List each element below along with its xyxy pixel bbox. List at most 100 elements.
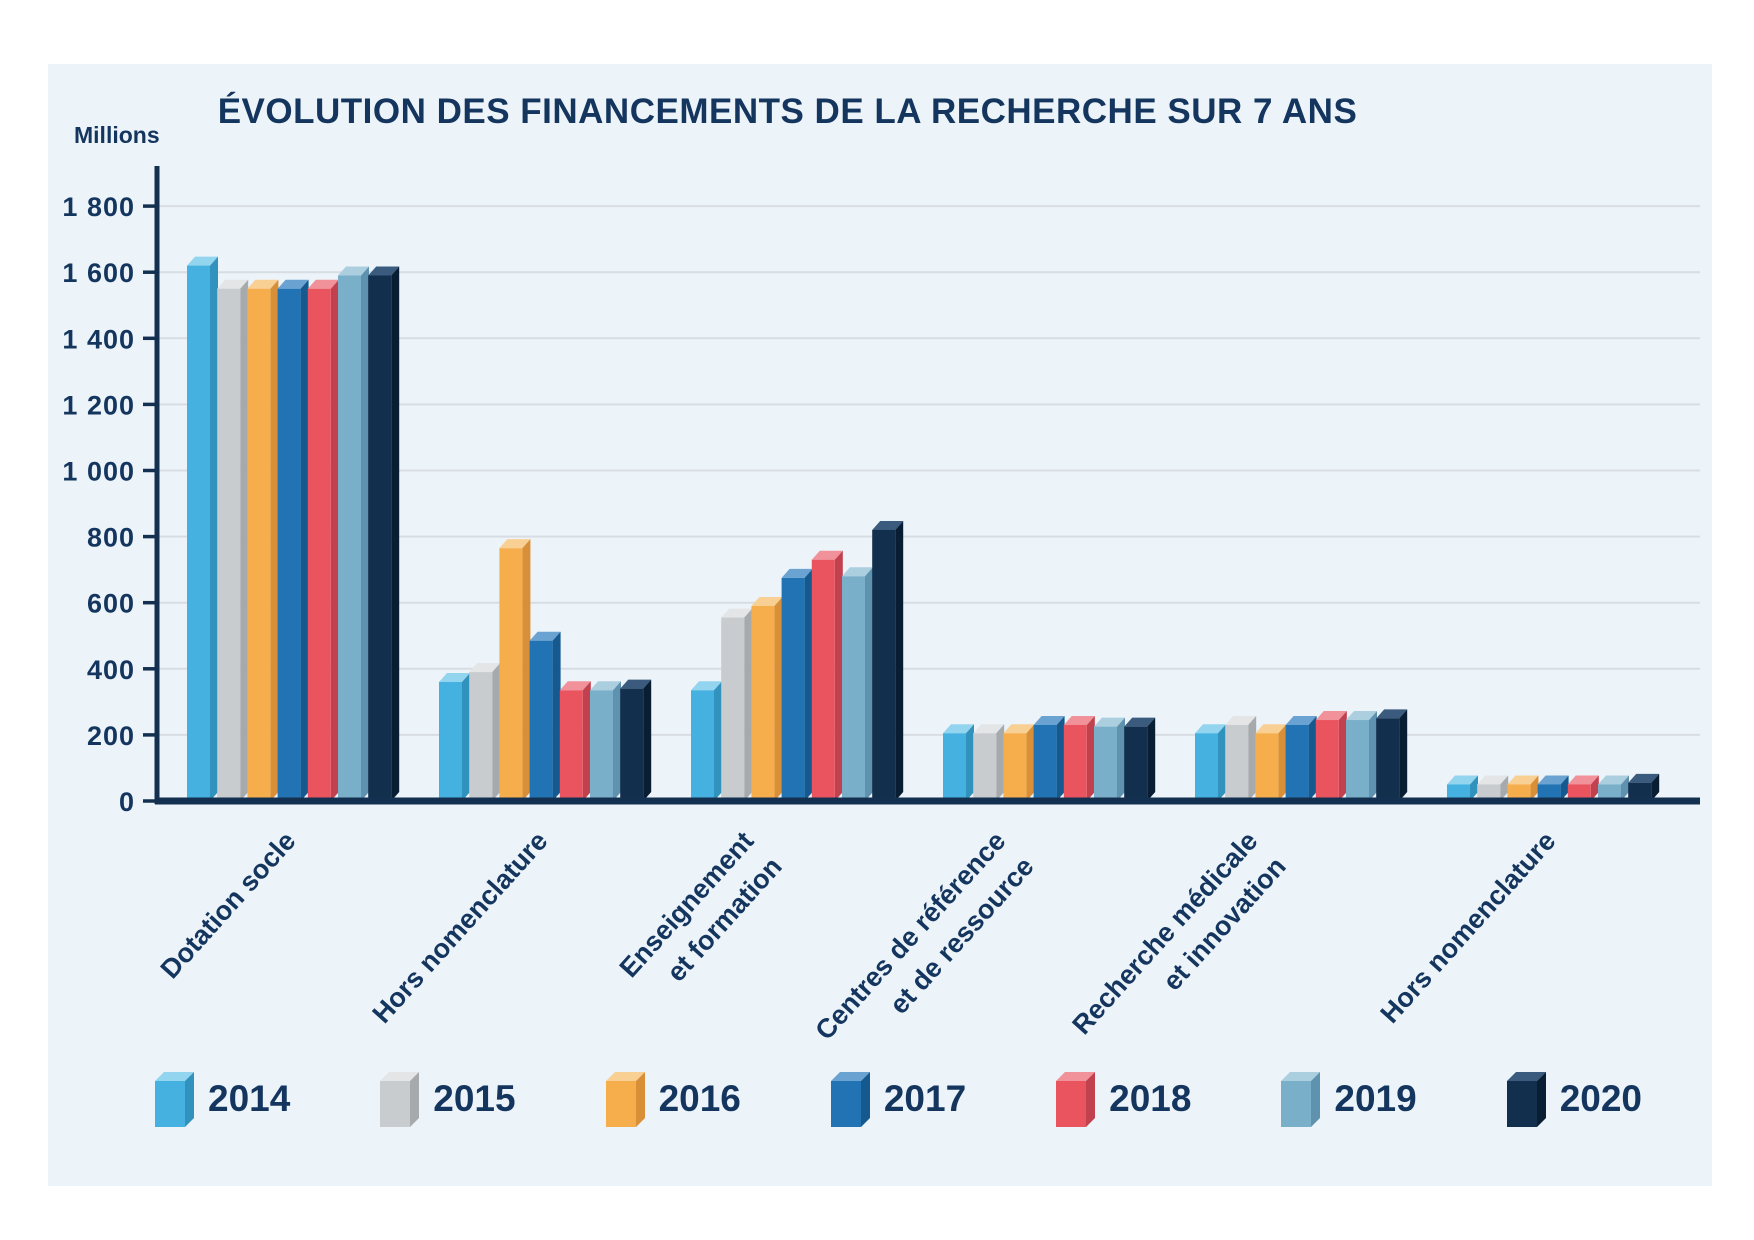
bar-side-face: [270, 279, 279, 802]
bar-2019-category-2: [590, 681, 621, 801]
legend-cube-face: [380, 1081, 411, 1127]
bar-top-face: [1255, 724, 1287, 734]
bar-front-face: [1537, 784, 1561, 801]
chart-legend: 2014 2015 2016 2017 2018 2019 2020: [155, 1072, 1642, 1128]
legend-cube-face: [155, 1072, 194, 1081]
bar-2014-category-6: [1447, 775, 1478, 801]
bar-2017-category-2: [529, 631, 561, 801]
bar-top-face: [781, 568, 813, 578]
bar-top-face: [691, 681, 722, 691]
legend-cube-face: [1506, 1072, 1546, 1081]
legend-color-cube-icon: [605, 1072, 645, 1127]
bar-top-face: [559, 681, 591, 691]
bar-2014-category-4: [943, 724, 974, 801]
bar-front-face: [590, 690, 613, 801]
bar-side-face: [1248, 715, 1257, 801]
bar-front-face: [842, 576, 865, 801]
bar-top-face: [1315, 711, 1347, 721]
bar-top-face: [1225, 715, 1257, 725]
bar-front-face: [368, 275, 392, 801]
bar-side-face: [1399, 709, 1408, 801]
bar-front-face: [781, 577, 805, 801]
bar-front-face: [943, 733, 966, 801]
bar-side-face: [1308, 715, 1317, 801]
bar-front-face: [529, 640, 553, 801]
bar-side-face: [391, 266, 400, 801]
bar-front-face: [247, 288, 271, 802]
bar-side-face: [1470, 775, 1478, 801]
bar-side-face: [1056, 715, 1065, 801]
bar-side-face: [1338, 711, 1347, 801]
bar-front-face: [872, 529, 896, 801]
bar-2016-category-5: [1255, 724, 1287, 801]
x-axis-category-label-line: Hors nomenclature: [1375, 826, 1562, 1029]
bar-top-face: [439, 673, 470, 683]
legend-cube-face: [410, 1072, 420, 1127]
bar-front-face: [277, 288, 301, 802]
y-axis-tick-label: 200: [87, 721, 135, 751]
legend-color-cube-icon: [830, 1072, 870, 1127]
bar-front-face: [1195, 733, 1218, 801]
bar-top-face: [1346, 711, 1377, 721]
bar-2017-category-1: [277, 279, 309, 802]
bar-side-face: [895, 520, 904, 801]
bar-top-face: [1628, 773, 1660, 783]
bar-front-face: [1003, 733, 1027, 801]
bar-side-face: [1560, 775, 1569, 801]
bar-2016-category-6: [1507, 775, 1539, 801]
bar-side-face: [210, 256, 218, 802]
bar-top-face: [973, 724, 1005, 734]
bar-side-face: [966, 724, 974, 801]
bar-side-face: [1147, 717, 1156, 801]
bar-top-face: [590, 681, 621, 691]
legend-item-2014: 2014: [155, 1072, 290, 1128]
bar-2015-category-3: [721, 608, 753, 801]
bar-2015-category-2: [469, 663, 501, 801]
bar-2017-category-3: [781, 568, 813, 801]
bar-front-face: [1255, 733, 1279, 801]
bar-2016-category-4: [1003, 724, 1035, 801]
bar-2016-category-2: [499, 539, 531, 801]
bar-2015-category-5: [1225, 715, 1257, 801]
bar-side-face: [804, 568, 813, 801]
bar-front-face: [973, 733, 997, 801]
bar-top-face: [1063, 715, 1095, 725]
bar-top-face: [943, 724, 974, 734]
bar-2017-category-6: [1537, 775, 1569, 801]
bar-front-face: [307, 288, 331, 802]
bar-2019-category-4: [1094, 717, 1125, 801]
bar-front-face: [1628, 782, 1652, 801]
bar-2019-category-6: [1598, 775, 1629, 801]
bar-2018-category-3: [811, 550, 843, 801]
bar-2020-category-5: [1376, 709, 1408, 801]
bar-front-face: [217, 288, 241, 802]
bar-side-face: [744, 608, 753, 801]
legend-year-label: 2016: [658, 1078, 741, 1119]
legend-cube-face: [830, 1081, 861, 1127]
bar-top-face: [1567, 775, 1599, 785]
bar-side-face: [613, 681, 621, 801]
bar-2015-category-6: [1477, 775, 1509, 801]
bar-top-face: [1598, 775, 1629, 785]
y-axis-unit-label: Millions: [74, 122, 160, 148]
bar-side-face: [1086, 715, 1095, 801]
bar-side-face: [1278, 724, 1287, 801]
bar-side-face: [552, 631, 561, 801]
y-axis-tick-label: 400: [87, 655, 135, 685]
bar-2014-category-2: [439, 673, 470, 801]
x-axis-category-label: Hors nomenclature: [367, 826, 554, 1029]
bar-2020-category-2: [620, 679, 652, 801]
legend-cube-face: [605, 1072, 645, 1081]
bar-front-face: [559, 690, 583, 801]
bar-side-face: [240, 279, 249, 802]
bar-2014-category-5: [1195, 724, 1226, 801]
bar-front-face: [691, 690, 714, 801]
bar-front-face: [1598, 784, 1621, 801]
bar-2018-category-6: [1567, 775, 1599, 801]
bar-side-face: [300, 279, 309, 802]
bar-2020-category-1: [368, 266, 400, 801]
bar-2017-category-5: [1285, 715, 1317, 801]
bar-side-face: [774, 597, 783, 801]
legend-cube-face: [155, 1081, 185, 1127]
